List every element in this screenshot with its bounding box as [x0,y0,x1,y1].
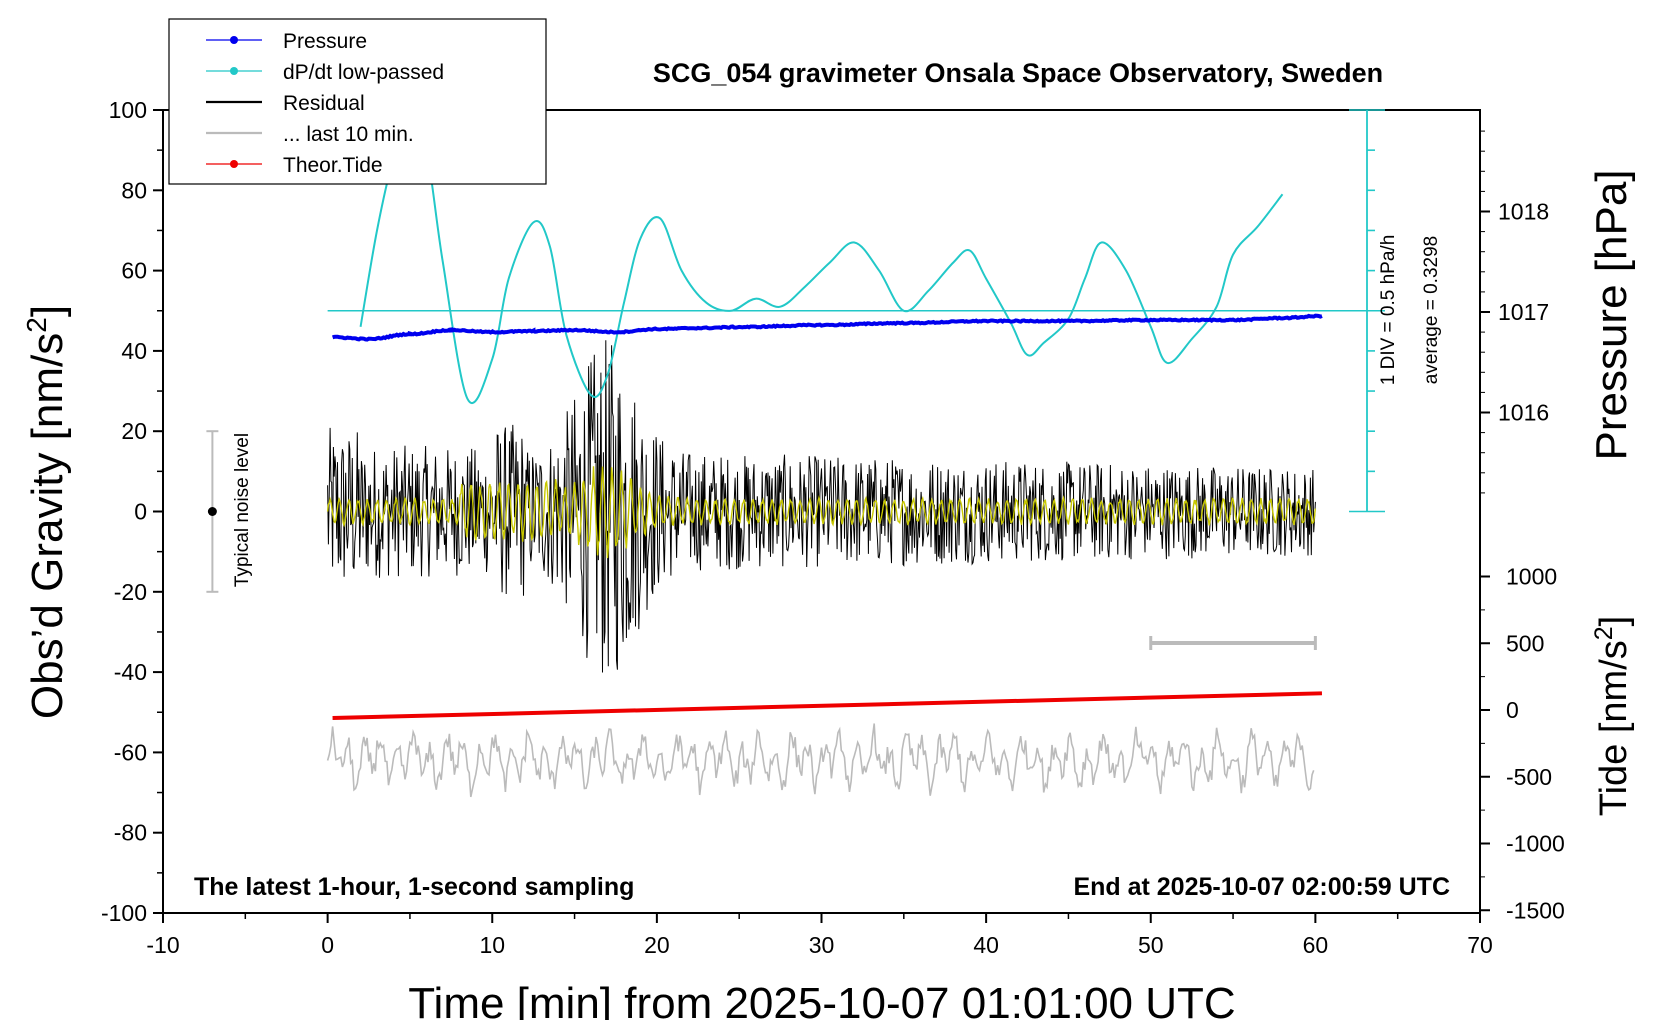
typical-noise-bar [206,430,219,593]
tide-axis-label-sup: 2 [1590,626,1618,640]
left-tick-label: -20 [114,579,147,605]
left-axis-ticks: -100 -80 -60 -40 -20 0 20 40 60 80 100 [101,97,163,926]
tide-series [332,691,1323,721]
legend-label: Pressure [283,30,367,53]
left-axis-label-main: Obs’d Gravity [nm/s [23,333,72,719]
tide-tick-label: -500 [1506,764,1552,790]
noise-label: Typical noise level [232,433,253,587]
left-tick-label: 0 [134,499,147,525]
series-layer [326,116,1323,798]
tide-axis-label: Tide [nm/s2] [1590,616,1635,816]
left-tick-label: 20 [121,418,147,444]
tide-tick-label: 1000 [1506,564,1557,590]
dpdt-average-label: average = 0.3298 [1421,236,1442,384]
left-tick-label: 80 [121,177,147,203]
tide-axis-ticks: 1000 500 0 -500 -1000 -1500 [1480,564,1565,923]
legend-swatch-marker [230,67,238,75]
tide-axis-label-close: ] [1593,616,1635,627]
x-tick-label: 50 [1138,932,1164,958]
residual-lowpass-series [326,466,1317,559]
residual-series [327,340,1316,673]
left-tick-label: -60 [114,739,147,765]
x-tick-label: 30 [809,932,835,958]
pressure-tick-label: 1018 [1498,199,1549,225]
pressure-axis-ticks: 1016 1017 1018 [1480,130,1549,494]
pressure-tick-label: 1017 [1498,299,1549,325]
x-tick-label: 20 [644,932,670,958]
tide-tick-label: -1000 [1506,831,1565,857]
x-tick-label: -10 [146,932,179,958]
legend-label: ... last 10 min. [283,123,414,146]
dpdt-series [359,116,1284,404]
annotation-bottom-left: The latest 1-hour, 1-second sampling [194,873,634,901]
legend-label: Residual [283,92,365,115]
tide-axis-label-main: Tide [nm/s [1593,640,1635,816]
tide-tick-label: 500 [1506,630,1544,656]
annotation-bottom-right: End at 2025-10-07 02:00:59 UTC [1073,873,1450,901]
x-tick-label: 60 [1303,932,1329,958]
x-tick-label: 0 [321,932,334,958]
left-tick-label: 100 [109,97,147,123]
legend-swatch-marker [230,160,238,168]
left-axis-label: Obs’d Gravity [nm/s2] [21,305,72,719]
dpdt-scale-bar [327,109,1385,513]
x-axis-label: Time [min] from 2025-10-07 01:01:00 UTC [408,979,1235,1020]
legend: Pressure dP/dt low-passed Residual ... last… [168,18,547,185]
legend-label: dP/dt low-passed [283,61,444,84]
legend-box [168,18,547,185]
chart-title: SCG_054 gravimeter Onsala Space Observat… [653,58,1383,88]
noise-bar-center [207,507,217,516]
legend-label: Theor.Tide [283,154,383,177]
legend-items: Pressure dP/dt low-passed Residual ... last… [206,30,444,177]
last-10-min-bar [1149,636,1317,650]
left-axis-label-sup: 2 [21,317,52,333]
left-tick-label: 40 [121,338,147,364]
dpdt-scale-label: 1 DIV = 0.5 hPa/h [1378,235,1399,386]
legend-swatch-marker [230,36,238,44]
pressure-tick-label: 1016 [1498,400,1549,426]
last-10-min-series [326,723,1315,798]
pressure-series [332,313,1323,342]
tide-tick-label: 0 [1506,697,1519,723]
x-tick-label: 40 [973,932,999,958]
left-axis-label-close: ] [23,305,72,317]
pressure-axis-label: Pressure [hPa] [1587,169,1636,460]
left-tick-label: -40 [114,659,147,685]
x-tick-label: 70 [1467,932,1493,958]
x-tick-label: 10 [479,932,505,958]
left-tick-label: 60 [121,258,147,284]
tide-tick-label: -1500 [1506,897,1565,923]
x-axis-ticks: -10 0 10 20 30 40 50 60 70 [146,913,1493,958]
left-tick-label: -80 [114,820,147,846]
left-tick-label: -100 [101,900,147,926]
